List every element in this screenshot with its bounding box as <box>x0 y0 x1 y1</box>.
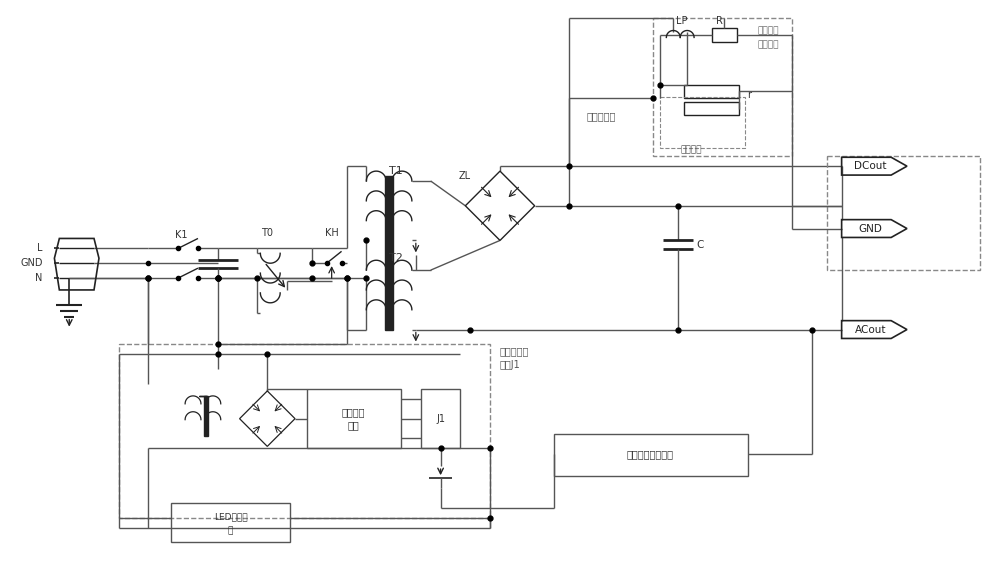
Text: L: L <box>37 243 43 253</box>
Text: 分压电阱: 分压电阱 <box>757 26 779 35</box>
Text: DCout: DCout <box>854 161 887 171</box>
Text: 模块: 模块 <box>348 420 359 431</box>
Text: N: N <box>35 273 43 283</box>
Text: 电压电流检测模块: 电压电流检测模块 <box>627 449 674 460</box>
Text: T1: T1 <box>389 166 403 176</box>
Bar <box>171 503 290 542</box>
Text: 外接示波器: 外接示波器 <box>586 112 616 122</box>
Bar <box>653 18 792 156</box>
Bar <box>712 27 737 43</box>
Bar <box>660 97 745 148</box>
Bar <box>554 433 748 476</box>
Text: 开关J1: 开关J1 <box>500 360 521 370</box>
Polygon shape <box>204 396 208 436</box>
Bar <box>421 389 460 448</box>
Text: C: C <box>696 240 704 250</box>
Text: GND: GND <box>858 224 882 233</box>
Text: LP: LP <box>676 15 688 26</box>
Text: 灭磁回路: 灭磁回路 <box>680 145 702 154</box>
Bar <box>827 156 980 270</box>
Text: K1: K1 <box>175 231 187 240</box>
Text: KH: KH <box>325 228 339 239</box>
Text: GND: GND <box>20 258 43 268</box>
Text: LED显示模: LED显示模 <box>214 512 247 521</box>
Text: r: r <box>748 90 752 100</box>
Text: ACout: ACout <box>855 324 886 335</box>
Text: J1: J1 <box>436 414 445 424</box>
Text: 过电流保护: 过电流保护 <box>500 346 529 356</box>
Bar <box>119 344 490 517</box>
Text: 块: 块 <box>228 526 233 535</box>
Text: 直流稳压: 直流稳压 <box>342 407 365 417</box>
Text: R: R <box>716 15 723 26</box>
Text: 采样模块: 采样模块 <box>757 40 779 49</box>
Text: T2: T2 <box>389 253 403 263</box>
Bar <box>684 102 739 115</box>
Bar <box>307 389 401 448</box>
Bar <box>684 85 739 98</box>
Polygon shape <box>385 176 393 329</box>
Text: ZL: ZL <box>458 171 471 181</box>
Text: T0: T0 <box>261 228 273 239</box>
